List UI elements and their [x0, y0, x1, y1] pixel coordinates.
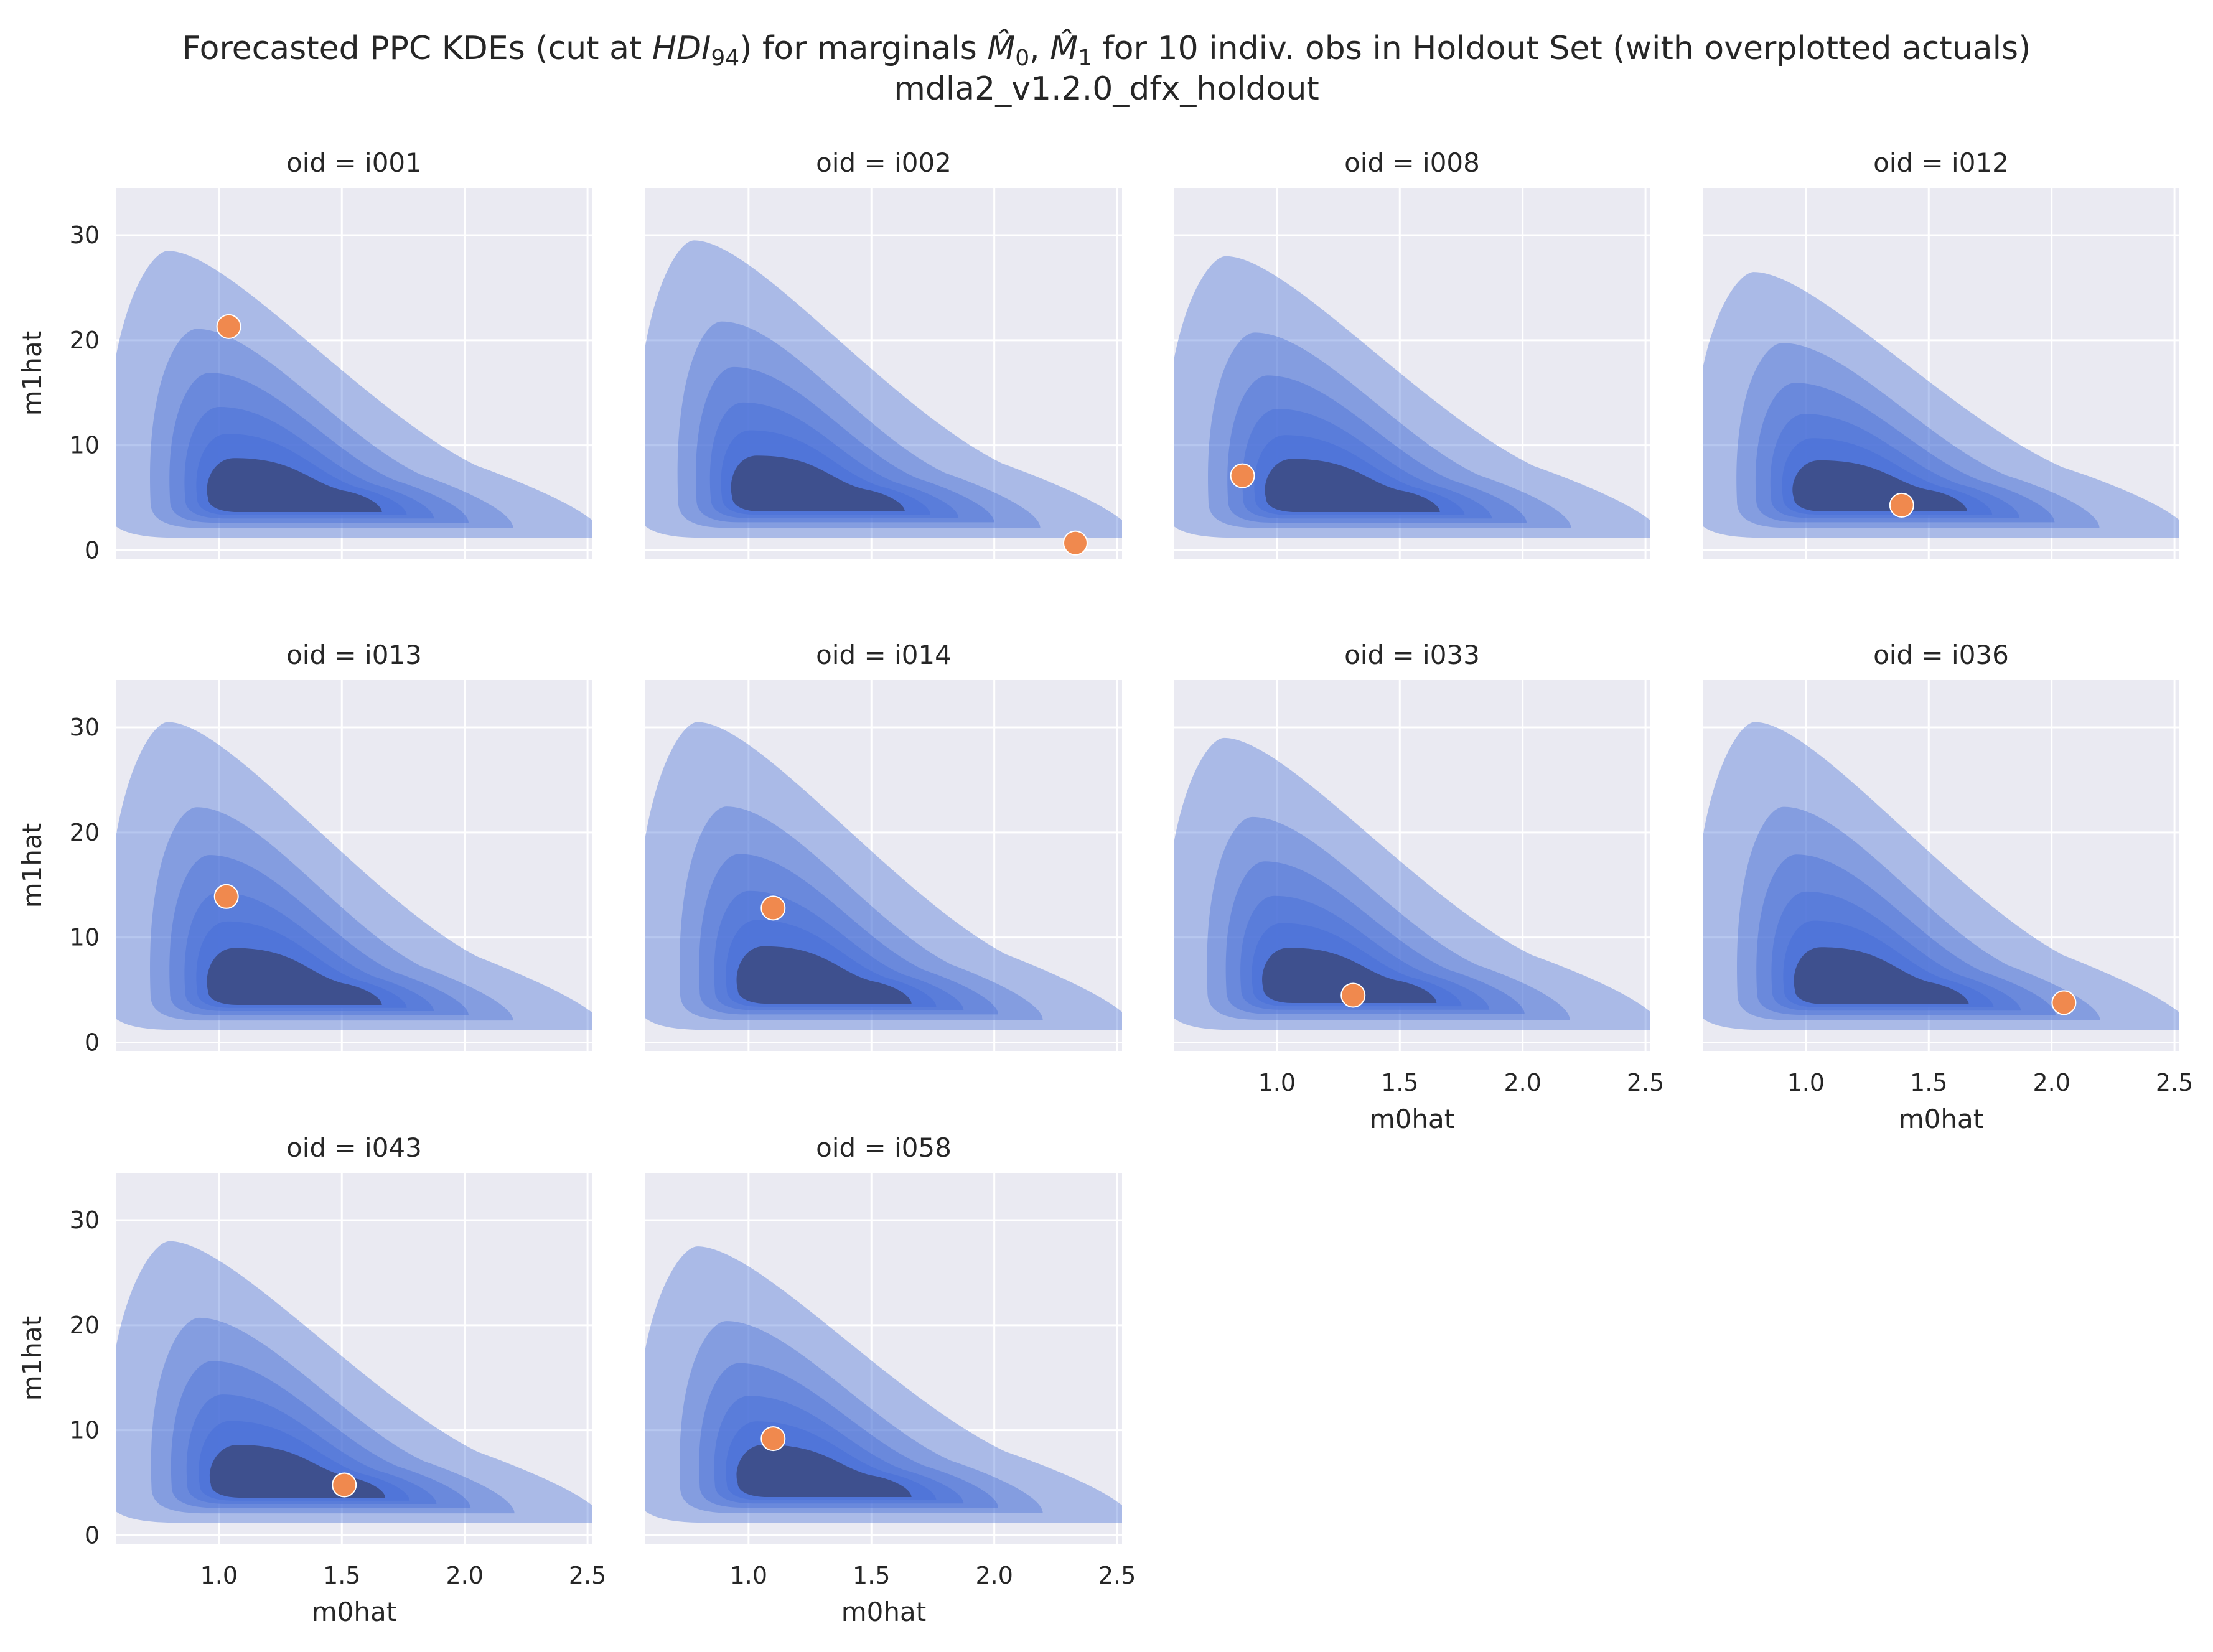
kde-contours [116, 722, 592, 1030]
y-tick-label: 30 [70, 714, 100, 741]
kde-contours [116, 1241, 592, 1523]
x-tick-label: 1.5 [323, 1562, 360, 1589]
panel-title: oid = i001 [286, 147, 422, 178]
x-tick-label: 2.0 [1504, 1069, 1541, 1096]
actual-point [1062, 530, 1088, 556]
actual-point [216, 314, 241, 339]
x-tick-label: 2.0 [446, 1562, 483, 1589]
kde-contours [645, 722, 1122, 1030]
x-tick-label: 1.5 [853, 1562, 890, 1589]
title-sep: , [1029, 30, 1050, 67]
kde-contours [116, 251, 592, 538]
y-tick-label: 0 [85, 536, 100, 564]
actual-point [213, 884, 239, 909]
title-mid: ) for marginals [739, 30, 987, 67]
y-tick-label: 20 [70, 327, 100, 354]
x-tick-label: 1.0 [1258, 1069, 1296, 1096]
x-tick-label: 2.0 [975, 1562, 1013, 1589]
kde-contours [1174, 737, 1650, 1030]
y-tick-label: 30 [70, 1206, 100, 1234]
title-hdi-sub: 94 [711, 45, 739, 71]
panel-title: oid = i002 [816, 147, 952, 178]
x-tick-label: 2.5 [1627, 1069, 1664, 1096]
x-tick-label: 1.0 [200, 1562, 238, 1589]
x-tick-label: 1.0 [730, 1562, 767, 1589]
title-m0-sub: 0 [1015, 45, 1029, 71]
title-prefix: Forecasted PPC KDEs (cut at [182, 30, 652, 67]
y-axis-label: m1hat [17, 1316, 47, 1401]
kde-contours [1174, 256, 1650, 538]
panel-title: oid = i036 [1873, 640, 2009, 670]
actual-point [2051, 990, 2077, 1015]
title-suffix: for 10 indiv. obs in Holdout Set (with o… [1092, 30, 2031, 67]
kde-level-6 [207, 458, 382, 513]
x-tick-label: 2.5 [569, 1562, 606, 1589]
kde-level-6 [736, 946, 912, 1004]
panel-i014: oid = i014 [645, 640, 1122, 1051]
kde-level-6 [1262, 948, 1437, 1004]
y-tick-label: 10 [70, 924, 100, 951]
x-axis-label: m0hat [312, 1597, 396, 1627]
figure-subtitle: mdla2_v1.2.0_dfx_holdout [894, 70, 1319, 108]
title-m1-sub: 1 [1078, 45, 1092, 71]
y-tick-label: 30 [70, 222, 100, 249]
panel-i033: oid = i033 1.0 1.5 2.0 2.5 m0hat [1174, 640, 1664, 1134]
kde-level-6 [731, 455, 905, 512]
panel-i012: oid = i012 [1703, 147, 2179, 559]
panel-title: oid = i008 [1344, 147, 1480, 178]
y-tick-label: 0 [85, 1521, 100, 1549]
kde-contours [1703, 272, 2179, 538]
x-axis-label: m0hat [841, 1597, 926, 1627]
actual-point [1340, 982, 1366, 1008]
actual-point [1889, 492, 1914, 518]
y-axis-label: m1hat [17, 823, 47, 908]
panel-title: oid = i058 [816, 1132, 952, 1163]
actual-point [760, 1426, 786, 1452]
kde-contours [645, 1246, 1122, 1523]
panel-title: oid = i014 [816, 640, 952, 670]
title-hdi: HDI [652, 30, 711, 67]
kde-contours [1703, 722, 2179, 1030]
x-axis-label: m0hat [1370, 1104, 1454, 1134]
panel-title: oid = i013 [286, 640, 422, 670]
panel-title: oid = i012 [1873, 147, 2009, 178]
kde-level-6 [1265, 459, 1440, 513]
actual-point [1230, 463, 1255, 488]
kde-contours [645, 240, 1122, 538]
panels: oid = i001 0 10 20 30 m1hat oid = i002 oid = i0… [17, 147, 2193, 1627]
y-tick-label: 10 [70, 1417, 100, 1444]
panel-i002: oid = i002 [645, 147, 1122, 559]
title-m0: M̂ [987, 29, 1015, 67]
y-tick-label: 10 [70, 432, 100, 459]
y-tick-label: 20 [70, 1312, 100, 1339]
panel-i013: oid = i013 0 10 20 30 m1hat [17, 640, 592, 1056]
x-tick-label: 2.5 [1098, 1562, 1136, 1589]
x-tick-label: 1.5 [1381, 1069, 1418, 1096]
x-tick-label: 2.0 [2033, 1069, 2070, 1096]
panel-i008: oid = i008 [1174, 147, 1650, 559]
panel-i001: oid = i001 0 10 20 30 m1hat [17, 147, 592, 564]
panel-i058: oid = i058 1.0 1.5 2.0 2.5 m0hat [645, 1132, 1136, 1627]
kde-level-6 [736, 1444, 912, 1498]
panel-i043: oid = i043 0 10 20 30 m1hat 1.0 1.5 2.0 2.5 m0hat [17, 1132, 606, 1627]
panel-i036: oid = i036 1.0 1.5 2.0 2.5 m0hat [1703, 640, 2193, 1134]
figure-title: Forecasted PPC KDEs (cut at HDI94) for m… [182, 29, 2031, 71]
kde-level-6 [1794, 947, 1969, 1005]
actual-point [760, 895, 786, 921]
x-tick-label: 2.5 [2156, 1069, 2193, 1096]
y-axis-label: m1hat [17, 331, 47, 416]
x-tick-label: 1.5 [1910, 1069, 1947, 1096]
y-tick-label: 20 [70, 819, 100, 846]
kde-level-6 [1792, 460, 1968, 512]
kde-level-6 [207, 948, 382, 1006]
x-tick-label: 1.0 [1787, 1069, 1825, 1096]
panel-title: oid = i043 [286, 1132, 422, 1163]
actual-point [332, 1472, 357, 1498]
x-axis-label: m0hat [1899, 1104, 1983, 1134]
panel-title: oid = i033 [1344, 640, 1480, 670]
y-tick-label: 0 [85, 1029, 100, 1056]
title-m1: M̂ [1050, 29, 1078, 67]
